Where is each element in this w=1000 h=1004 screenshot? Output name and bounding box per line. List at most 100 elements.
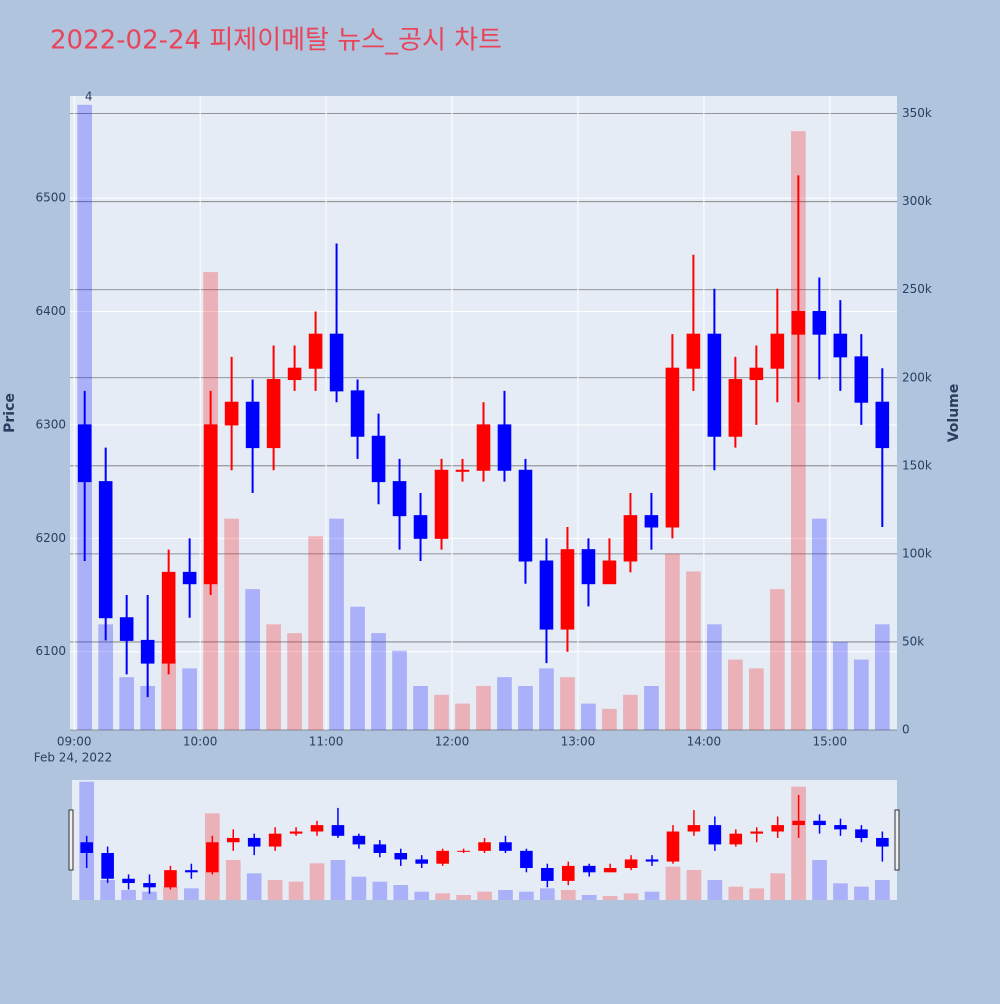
mini-candle-body [185, 870, 198, 873]
volume-bar [560, 677, 575, 730]
candle-body [875, 401, 890, 449]
mini-volume-bar [686, 870, 702, 900]
mini-volume-bar [581, 895, 597, 900]
mini-candle-body [855, 829, 868, 838]
volume-bar [182, 668, 197, 730]
mini-candle-body [624, 859, 638, 869]
candle-body [749, 367, 764, 381]
x-tick-label: 10:00 [183, 735, 218, 749]
y-tick-label: 6200 [35, 531, 66, 545]
mini-candle-body [247, 837, 261, 847]
candle-body [119, 617, 134, 641]
candle-body [182, 571, 197, 585]
mini-candle-body [206, 842, 219, 873]
mini-volume-bar [456, 895, 471, 900]
volume-bar [98, 624, 114, 730]
mini-candle-body [268, 833, 282, 847]
mini-volume-bar [498, 890, 513, 900]
candle-body [497, 424, 512, 471]
volume-bar [707, 624, 722, 730]
candle-body [833, 333, 848, 358]
volume-bar [350, 606, 365, 730]
candle-body [245, 401, 260, 449]
y2-axis-title: Volume [946, 384, 962, 443]
y2-tick-label: 300k [902, 194, 932, 208]
candle-body [707, 333, 722, 437]
volume-bar [665, 553, 680, 730]
mini-volume-bar [372, 881, 388, 900]
candle-body [266, 379, 281, 449]
mini-volume-bar [560, 890, 576, 900]
mini-volume-bar [142, 891, 157, 900]
mini-candle-body [394, 852, 408, 860]
mini-candle-body [708, 825, 722, 845]
volume-bar [497, 677, 512, 730]
candle-body [728, 379, 743, 437]
mini-volume-bar [477, 891, 492, 900]
y2-tick-label: 150k [902, 458, 932, 472]
mini-volume-bar [267, 880, 283, 900]
candle-body [539, 560, 554, 630]
candle-body [350, 390, 365, 437]
volume-bar [224, 518, 239, 730]
mini-volume-bar [602, 896, 618, 900]
mini-candle-body [541, 868, 554, 881]
candle-body [434, 469, 449, 539]
mini-candle-body [478, 842, 491, 851]
mini-volume-bar [833, 883, 848, 900]
volume-bar [329, 518, 344, 730]
volume-bar [539, 668, 554, 730]
candle-body [224, 401, 239, 426]
volume-bar [371, 633, 386, 730]
x-tick-label: 12:00 [435, 735, 470, 749]
mini-candle-body [415, 859, 429, 864]
range-handle-left [68, 809, 74, 871]
mini-volume-bar [100, 880, 115, 900]
volume-bar [476, 685, 491, 730]
volume-bar [308, 536, 323, 730]
y-tick-label: 6400 [35, 304, 66, 318]
mini-volume-bar [749, 888, 765, 900]
y-tick-label: 6100 [35, 644, 66, 658]
candle-body [329, 333, 344, 392]
mini-volume-bar [519, 891, 534, 900]
x-tick-label: 09:00 [57, 735, 92, 749]
volume-bar [140, 685, 156, 730]
mini-candle-body [750, 831, 764, 834]
volume-bar [770, 589, 785, 730]
candle-body [812, 310, 827, 335]
volume-bar [874, 624, 890, 730]
mini-volume-bar [791, 786, 806, 900]
mini-candle-body [771, 825, 784, 832]
x-tick-label: 15:00 [813, 735, 848, 749]
candle-body [413, 515, 428, 539]
candle-body [854, 356, 869, 403]
volume-bar [581, 703, 596, 730]
volume-bar [161, 659, 176, 730]
x-tick-label: 14:00 [687, 735, 722, 749]
x-tick-label: 11:00 [309, 735, 344, 749]
y2-tick-label: 200k [902, 370, 932, 384]
mini-volume-bar [435, 893, 450, 900]
candle-body [161, 571, 176, 664]
mini-candle-body [122, 878, 135, 884]
mini-candle-body [143, 883, 156, 888]
mini-volume-bar [707, 880, 723, 900]
y-tick-label: 6300 [35, 417, 66, 431]
mini-volume-bar [184, 888, 199, 900]
candle-body [371, 435, 386, 483]
volume-bar [602, 708, 617, 730]
chart-title: 2022-02-24 피제이메탈 뉴스_공시 차트 [50, 26, 502, 56]
annotation: 4 [85, 90, 93, 104]
candle-body [770, 333, 785, 369]
volume-bar [287, 633, 302, 730]
candle-body [560, 549, 575, 630]
volume-bar [413, 685, 428, 730]
candle-body [392, 481, 407, 517]
mini-candle-body [582, 865, 596, 873]
mini-candle-body [499, 842, 512, 851]
mini-candle-body [352, 835, 366, 845]
mini-candle-body [834, 825, 847, 830]
candle-body [203, 424, 218, 585]
y-axis-title: Price [2, 393, 18, 433]
